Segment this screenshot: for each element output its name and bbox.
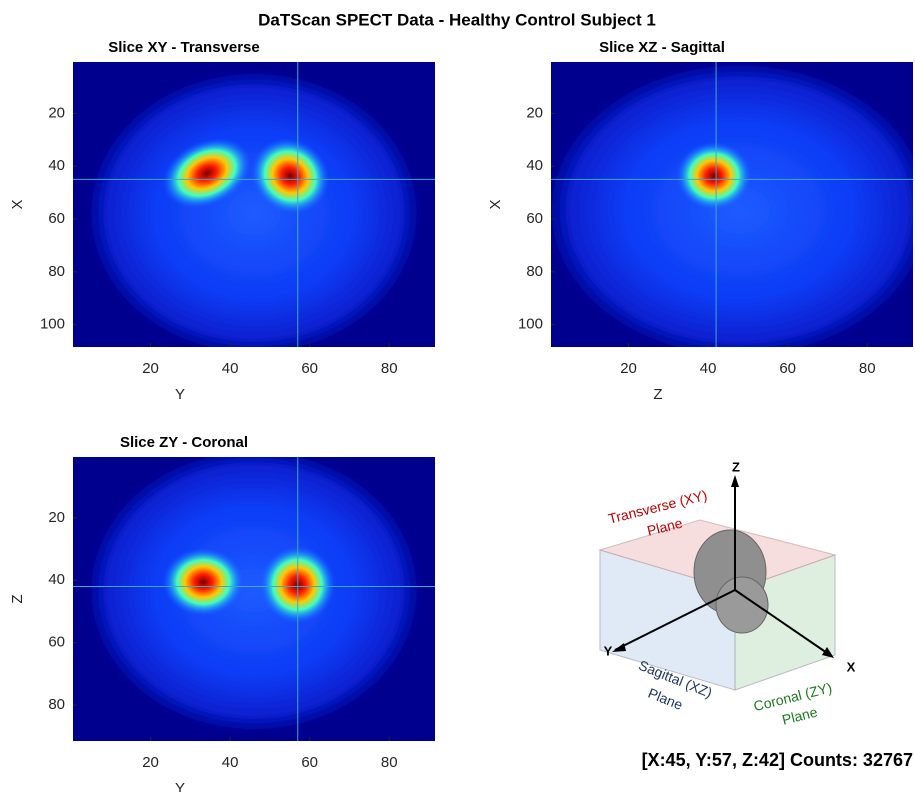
hot-spot	[162, 547, 244, 617]
y-tick-label: 40	[48, 157, 65, 174]
image	[73, 457, 435, 741]
x-tick-label: 80	[859, 360, 876, 377]
x-tick-label: 40	[222, 754, 239, 771]
panel-title: Slice XZ - Sagittal	[599, 39, 725, 56]
y-axis-label: Z	[9, 594, 26, 603]
x-tick-label: 20	[620, 360, 637, 377]
axis-label: Z	[732, 459, 740, 474]
panel-title: Slice XY - Transverse	[108, 39, 260, 56]
y-tick-label: 20	[48, 104, 65, 121]
y-tick-label: 40	[48, 571, 65, 588]
y-tick-label: 100	[518, 316, 543, 333]
x-tick-label: 20	[142, 360, 159, 377]
x-tick-label: 40	[222, 360, 239, 377]
brain	[551, 62, 913, 347]
panel-title: Slice ZY - Coronal	[120, 434, 248, 451]
y-tick-label: 20	[526, 104, 543, 121]
figure-title: DaTScan SPECT Data - Healthy Control Sub…	[258, 10, 656, 29]
image	[73, 62, 435, 347]
y-tick-label: 40	[526, 157, 543, 174]
x-tick-label: 60	[301, 360, 318, 377]
x-tick-label: 40	[700, 360, 717, 377]
image	[551, 62, 913, 347]
y-tick-label: 80	[48, 696, 65, 713]
y-axis-label: X	[487, 199, 504, 209]
x-tick-label: 80	[381, 360, 398, 377]
x-axis-label: Z	[653, 386, 662, 403]
axis-label: Y	[604, 643, 613, 658]
brain	[87, 457, 421, 733]
x-tick-label: 60	[301, 754, 318, 771]
y-tick-label: 100	[40, 316, 65, 333]
plane-label: Plane	[780, 704, 819, 728]
y-axis-label: X	[9, 199, 26, 209]
x-tick-label: 20	[142, 754, 159, 771]
brain	[87, 70, 421, 347]
y-tick-label: 60	[526, 210, 543, 227]
y-tick-label: 60	[48, 210, 65, 227]
y-tick-label: 60	[48, 634, 65, 651]
y-tick-label: 80	[526, 263, 543, 280]
x-axis-label: Y	[175, 386, 185, 403]
status-text: [X:45, Y:57, Z:42] Counts: 32767	[642, 750, 913, 770]
x-tick-label: 80	[381, 754, 398, 771]
hot-spot	[162, 138, 252, 209]
hot-spot	[676, 141, 752, 211]
y-tick-label: 80	[48, 263, 65, 280]
hot-spot	[250, 138, 330, 214]
x-axis-label: Y	[175, 780, 185, 792]
y-tick-label: 20	[48, 509, 65, 526]
plane-diagram: Z Y X Transverse (XY) Plane Sagittal (XZ…	[598, 459, 856, 728]
axis-label: X	[847, 659, 856, 674]
x-tick-label: 60	[779, 360, 796, 377]
